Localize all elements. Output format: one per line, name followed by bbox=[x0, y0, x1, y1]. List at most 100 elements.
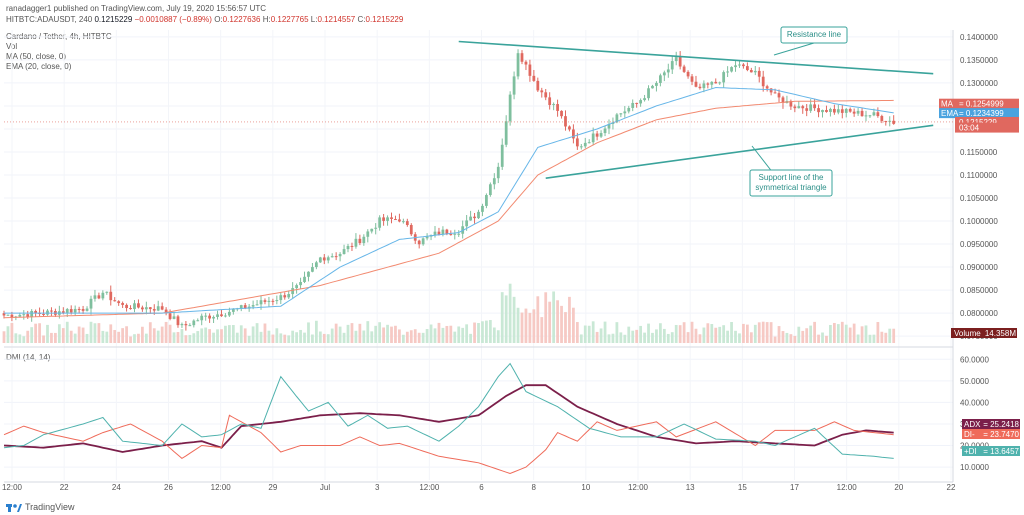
candle-body bbox=[647, 88, 650, 99]
candle-body bbox=[631, 102, 635, 108]
volume-bar bbox=[133, 334, 136, 343]
volume-bar bbox=[473, 322, 476, 343]
price-label-value: 03:04 bbox=[959, 124, 980, 133]
volume-bar bbox=[892, 328, 896, 343]
candle-body bbox=[757, 70, 761, 77]
symbol-label: HITBTC:ADAUSDT, 240 bbox=[6, 15, 93, 24]
volume-bar bbox=[765, 322, 769, 343]
candle-body bbox=[141, 307, 144, 310]
volume-bar bbox=[670, 332, 674, 343]
candle-body bbox=[765, 86, 769, 89]
close-label: C: bbox=[357, 15, 366, 24]
volume-bar bbox=[572, 307, 575, 343]
volume-bar bbox=[109, 324, 113, 343]
volume-bar bbox=[742, 323, 745, 343]
volume-bar bbox=[144, 333, 148, 343]
candle-body bbox=[184, 324, 188, 326]
volume-bar bbox=[825, 335, 828, 343]
volume-bar bbox=[635, 329, 639, 343]
candle-body bbox=[686, 71, 690, 77]
candle-body bbox=[196, 320, 200, 322]
candle-body bbox=[243, 305, 247, 309]
volume-bar bbox=[188, 334, 192, 343]
candle-body bbox=[817, 108, 820, 113]
publish-info: ranadagger1 published on TradingView.com… bbox=[6, 4, 267, 13]
candle-body bbox=[417, 240, 421, 245]
candle-body bbox=[144, 307, 148, 310]
volume-bar bbox=[449, 325, 453, 343]
volume-bar bbox=[852, 323, 856, 343]
volume-bar bbox=[46, 324, 49, 343]
volume-bar bbox=[85, 333, 89, 343]
candle-body bbox=[876, 112, 880, 117]
candle-body bbox=[777, 93, 781, 98]
volume-bar bbox=[216, 329, 219, 343]
candle-body bbox=[228, 311, 231, 316]
candle-body bbox=[279, 295, 283, 301]
volume-bar bbox=[97, 323, 101, 343]
time-axis-tick: 6 bbox=[479, 483, 484, 492]
candle-body bbox=[160, 306, 164, 310]
volume-bar bbox=[872, 334, 876, 343]
volume-bar bbox=[832, 322, 836, 343]
volume-bar bbox=[34, 323, 38, 343]
volume-bar bbox=[821, 332, 824, 343]
candle-body bbox=[568, 126, 571, 130]
candle-body bbox=[690, 76, 694, 82]
candle-body bbox=[651, 85, 654, 89]
volume-bar bbox=[674, 324, 678, 343]
candle-body bbox=[635, 102, 639, 104]
volume-bar bbox=[405, 331, 409, 343]
volume-bar bbox=[485, 320, 488, 343]
volume-bar bbox=[860, 326, 864, 343]
volume-bar bbox=[445, 325, 449, 343]
candle-body bbox=[793, 106, 797, 109]
volume-bar bbox=[536, 296, 540, 343]
candle-body bbox=[560, 110, 563, 117]
volume-bar bbox=[761, 321, 765, 343]
candle-body bbox=[42, 313, 45, 315]
volume-bar bbox=[607, 334, 611, 343]
volume-bar bbox=[631, 330, 635, 343]
volume-bar bbox=[425, 329, 429, 343]
support-callout-text: Support line of the bbox=[759, 173, 824, 182]
candle-body bbox=[22, 314, 26, 316]
volume-bar bbox=[429, 324, 433, 343]
candle-body bbox=[129, 308, 132, 310]
volume-bar bbox=[730, 322, 733, 343]
volume-bar bbox=[500, 292, 504, 343]
candle-body bbox=[81, 309, 85, 311]
candle-body bbox=[544, 92, 548, 98]
dmi-legend: DMI (14, 14) bbox=[6, 353, 51, 362]
candle-body bbox=[299, 282, 302, 286]
volume-bar bbox=[50, 332, 53, 343]
candle-body bbox=[603, 128, 607, 134]
volume-bar bbox=[212, 332, 215, 343]
candle-body bbox=[481, 205, 484, 212]
candle-body bbox=[109, 291, 113, 301]
candle-body bbox=[334, 256, 338, 258]
candle-body bbox=[85, 308, 89, 311]
volume-bar bbox=[176, 332, 180, 343]
volume-bar bbox=[738, 333, 741, 343]
candle-body bbox=[421, 238, 425, 245]
high-label: H: bbox=[262, 15, 271, 24]
price-label-value: = 0.1254999 bbox=[959, 100, 1004, 109]
candle-body bbox=[453, 233, 457, 235]
volume-bar bbox=[433, 328, 437, 343]
candle-body bbox=[599, 133, 603, 137]
price-label-value: = 0.1234399 bbox=[959, 109, 1004, 118]
volume-bar bbox=[568, 296, 571, 343]
time-axis-tick: 12:00 bbox=[628, 483, 649, 492]
volume-bar bbox=[504, 295, 508, 343]
volume-bar bbox=[358, 323, 362, 343]
candle-body bbox=[623, 111, 627, 114]
time-axis-tick: 26 bbox=[164, 483, 173, 492]
volume-bar bbox=[639, 325, 643, 343]
volume-bar bbox=[279, 333, 283, 343]
di-plus-line-label-value: = 13.6457 bbox=[983, 447, 1019, 456]
candle-body bbox=[607, 123, 611, 129]
candle-body bbox=[6, 314, 10, 316]
volume-bar bbox=[643, 332, 646, 343]
